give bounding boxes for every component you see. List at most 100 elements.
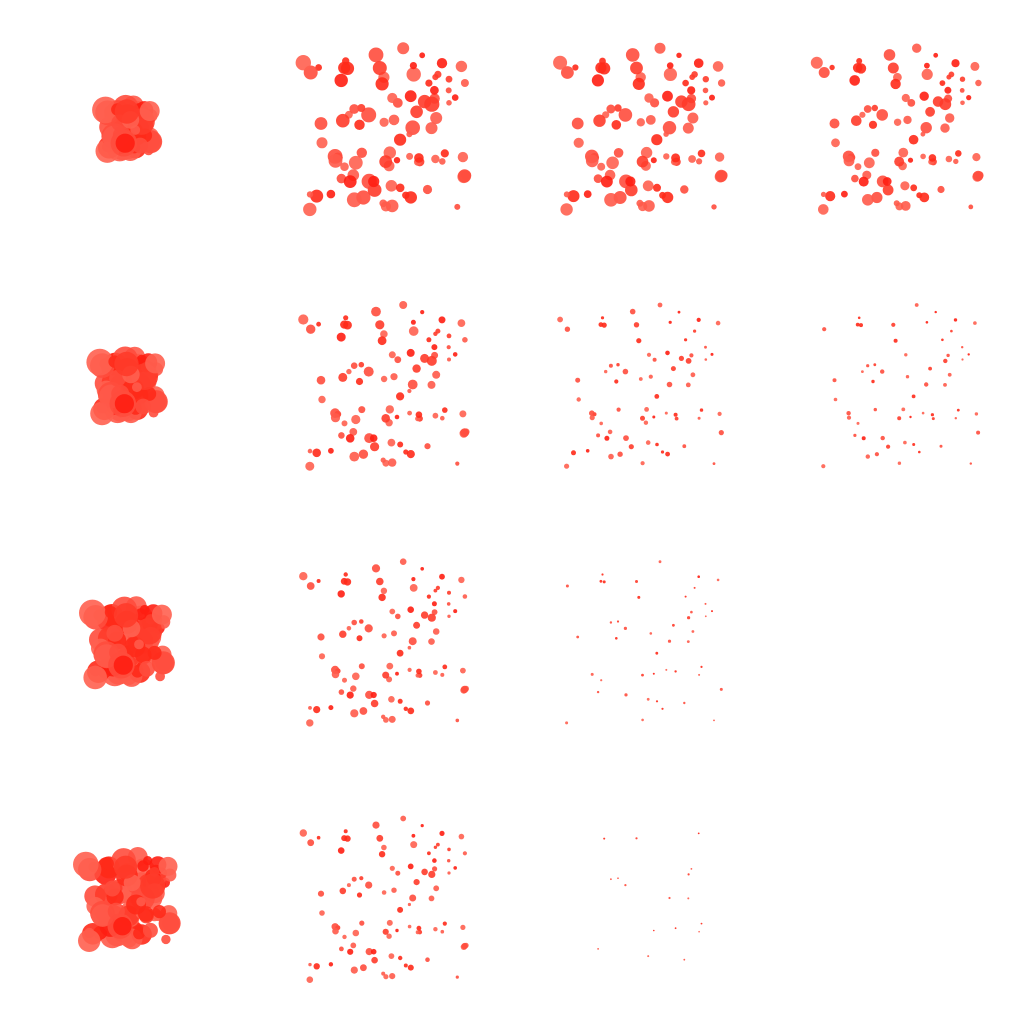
dot bbox=[940, 123, 950, 133]
dot bbox=[407, 606, 415, 613]
dot bbox=[356, 147, 367, 158]
dot bbox=[576, 397, 581, 402]
dot bbox=[640, 461, 645, 466]
dot bbox=[328, 962, 334, 967]
dot bbox=[663, 67, 678, 81]
dot bbox=[343, 315, 349, 321]
dot bbox=[347, 948, 354, 955]
dot bbox=[644, 407, 649, 412]
dot bbox=[340, 162, 349, 171]
dot bbox=[904, 353, 908, 357]
dot bbox=[364, 624, 373, 633]
dot bbox=[316, 835, 321, 840]
dot bbox=[671, 153, 681, 163]
dot bbox=[953, 318, 958, 322]
dot bbox=[939, 98, 952, 111]
dot bbox=[914, 303, 919, 307]
dot bbox=[585, 449, 590, 453]
dot bbox=[394, 356, 402, 364]
dot bbox=[440, 415, 445, 421]
dot bbox=[591, 74, 605, 87]
dot bbox=[563, 191, 570, 198]
dot bbox=[114, 99, 140, 124]
dot bbox=[387, 438, 396, 447]
dot bbox=[900, 181, 910, 191]
dot bbox=[432, 370, 441, 379]
dot bbox=[346, 883, 351, 888]
dot bbox=[920, 131, 926, 137]
dot bbox=[718, 430, 724, 436]
dot bbox=[611, 120, 622, 130]
dot bbox=[969, 462, 972, 465]
dot bbox=[358, 663, 365, 670]
dot bbox=[354, 119, 365, 130]
dot bbox=[939, 80, 946, 86]
dot bbox=[346, 368, 352, 375]
dot bbox=[315, 64, 322, 71]
dot bbox=[318, 653, 326, 660]
dot bbox=[381, 714, 386, 719]
dot bbox=[306, 324, 316, 334]
dot bbox=[916, 192, 923, 199]
dot bbox=[831, 138, 840, 148]
dot bbox=[643, 200, 655, 212]
dot bbox=[388, 953, 395, 959]
dot bbox=[863, 105, 872, 113]
dot bbox=[346, 626, 352, 631]
dot bbox=[599, 57, 606, 65]
dot bbox=[956, 408, 960, 412]
dot bbox=[158, 912, 181, 935]
dot bbox=[673, 412, 678, 417]
dot bbox=[698, 930, 700, 933]
dot bbox=[460, 79, 469, 87]
dot bbox=[687, 873, 690, 876]
dot bbox=[390, 373, 398, 381]
dot bbox=[416, 925, 422, 931]
dot bbox=[822, 327, 827, 332]
dot bbox=[134, 646, 152, 664]
dot bbox=[693, 58, 704, 68]
dot bbox=[891, 322, 896, 327]
dot bbox=[654, 394, 660, 399]
dot bbox=[351, 619, 358, 626]
dot bbox=[961, 346, 964, 349]
dot bbox=[138, 906, 154, 922]
dot bbox=[351, 414, 361, 425]
dot bbox=[415, 930, 420, 935]
dot bbox=[637, 595, 641, 599]
dot bbox=[933, 52, 939, 58]
dot bbox=[841, 190, 848, 198]
dot bbox=[676, 52, 682, 58]
dot bbox=[424, 700, 431, 706]
dot bbox=[908, 134, 919, 145]
dot bbox=[356, 892, 363, 898]
dot bbox=[646, 352, 652, 357]
dot bbox=[898, 147, 909, 158]
dot bbox=[662, 90, 673, 102]
dot bbox=[406, 348, 415, 357]
dot bbox=[407, 379, 418, 390]
dot bbox=[310, 189, 324, 203]
dot bbox=[886, 444, 891, 449]
dot bbox=[446, 602, 451, 606]
dot bbox=[641, 718, 644, 722]
dot bbox=[115, 133, 135, 153]
dot bbox=[674, 927, 677, 930]
dot bbox=[330, 413, 341, 423]
dot bbox=[361, 107, 377, 123]
dot bbox=[603, 837, 606, 840]
dot bbox=[687, 897, 690, 900]
dot bbox=[697, 149, 706, 158]
dot bbox=[308, 706, 312, 710]
dot bbox=[713, 719, 715, 722]
dot bbox=[947, 372, 952, 377]
dot bbox=[690, 868, 693, 870]
dot bbox=[943, 383, 947, 387]
dot bbox=[365, 881, 373, 889]
dot bbox=[140, 873, 166, 899]
dot bbox=[411, 577, 416, 582]
dot bbox=[113, 917, 132, 936]
dot bbox=[666, 62, 674, 69]
dot bbox=[680, 185, 689, 194]
dot bbox=[381, 971, 386, 976]
